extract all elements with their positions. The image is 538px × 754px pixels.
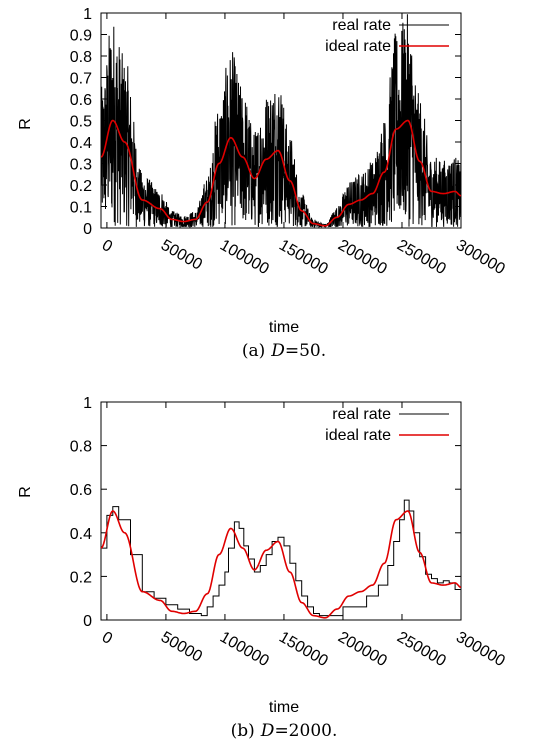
chart-a: 0 0.1 0.2 0.3 0.4 0.5 0.6 0.7 0.8 0.9 1 0 50000 10000…: [17, 6, 508, 361]
legend-label: ideal rate: [325, 38, 391, 55]
y-tick-label: 0.5: [70, 114, 92, 131]
x-tick-label: 100000: [217, 237, 272, 278]
plot-area: 0 0.2 0.4 0.6 0.8 1 0 50000 100000 150000 200000 25…: [70, 395, 508, 670]
y-tick-label: 0.8: [70, 49, 92, 66]
y-tick-label: 0.7: [70, 71, 92, 88]
y-tick-label: 0.6: [70, 482, 92, 499]
caption-prefix: (a): [242, 341, 265, 361]
x-tick-label: 250000: [394, 629, 449, 670]
x-tick-label: 300000: [453, 629, 508, 670]
x-tick-label: 0: [99, 629, 115, 648]
y-tick-label: 0.6: [70, 92, 92, 109]
x-axis-label: time: [269, 699, 299, 716]
y-tick-label: 0.4: [70, 135, 92, 152]
y-tick-label: 1: [83, 6, 92, 23]
series-ideal-rate: [101, 510, 461, 619]
y-tick-label: 0.2: [70, 178, 92, 195]
x-tick-label: 150000: [276, 237, 331, 278]
legend: real rate ideal rate: [325, 406, 449, 444]
x-tick-label: 200000: [335, 237, 390, 278]
chart-b: 0 0.2 0.4 0.6 0.8 1 0 50000 100000 150000 200000 25…: [17, 395, 508, 741]
y-axis-label: R: [17, 486, 34, 498]
legend-label: real rate: [332, 17, 391, 34]
caption-variable: D: [270, 341, 285, 361]
caption-value: =2000.: [274, 721, 337, 741]
y-axis-label: R: [17, 118, 34, 130]
caption-prefix: (b): [231, 721, 255, 741]
y-tick-label: 0.4: [70, 526, 92, 543]
y-tick-label: 0.3: [70, 157, 92, 174]
legend: real rate ideal rate: [325, 17, 449, 55]
plot-area: 0 0.1 0.2 0.3 0.4 0.5 0.6 0.7 0.8 0.9 1 0 50000 10000…: [70, 6, 508, 278]
y-tick-label: 0.8: [70, 439, 92, 456]
y-tick-label: 0: [83, 613, 92, 630]
y-tick-label: 0.1: [70, 200, 92, 217]
y-tick-label: 0: [83, 221, 92, 238]
series-real-rate: [101, 499, 461, 617]
x-tick-label: 0: [99, 237, 115, 256]
legend-label: real rate: [332, 406, 391, 423]
series-ideal-rate: [101, 119, 461, 227]
x-tick-label: 50000: [158, 629, 205, 666]
x-axis-label: time: [269, 319, 299, 336]
plot-frame: [100, 401, 462, 621]
y-tick-label: 0.2: [70, 569, 92, 586]
x-tick-label: 300000: [453, 237, 508, 278]
x-tick-label: 150000: [276, 629, 331, 670]
series-group: [101, 499, 461, 619]
caption: (a) D=50.: [242, 341, 326, 361]
caption: (b) D=2000.: [231, 721, 338, 741]
legend-label: ideal rate: [325, 427, 391, 444]
y-tick-label: 0.9: [70, 28, 92, 45]
x-tick-label: 250000: [394, 237, 449, 278]
x-tick-label: 50000: [158, 237, 205, 274]
caption-variable: D: [260, 721, 275, 741]
series-group: [101, 14, 461, 228]
x-tick-label: 100000: [217, 629, 272, 670]
y-tick-label: 1: [83, 395, 92, 412]
caption-value: =50.: [285, 341, 326, 361]
x-tick-label: 200000: [335, 629, 390, 670]
